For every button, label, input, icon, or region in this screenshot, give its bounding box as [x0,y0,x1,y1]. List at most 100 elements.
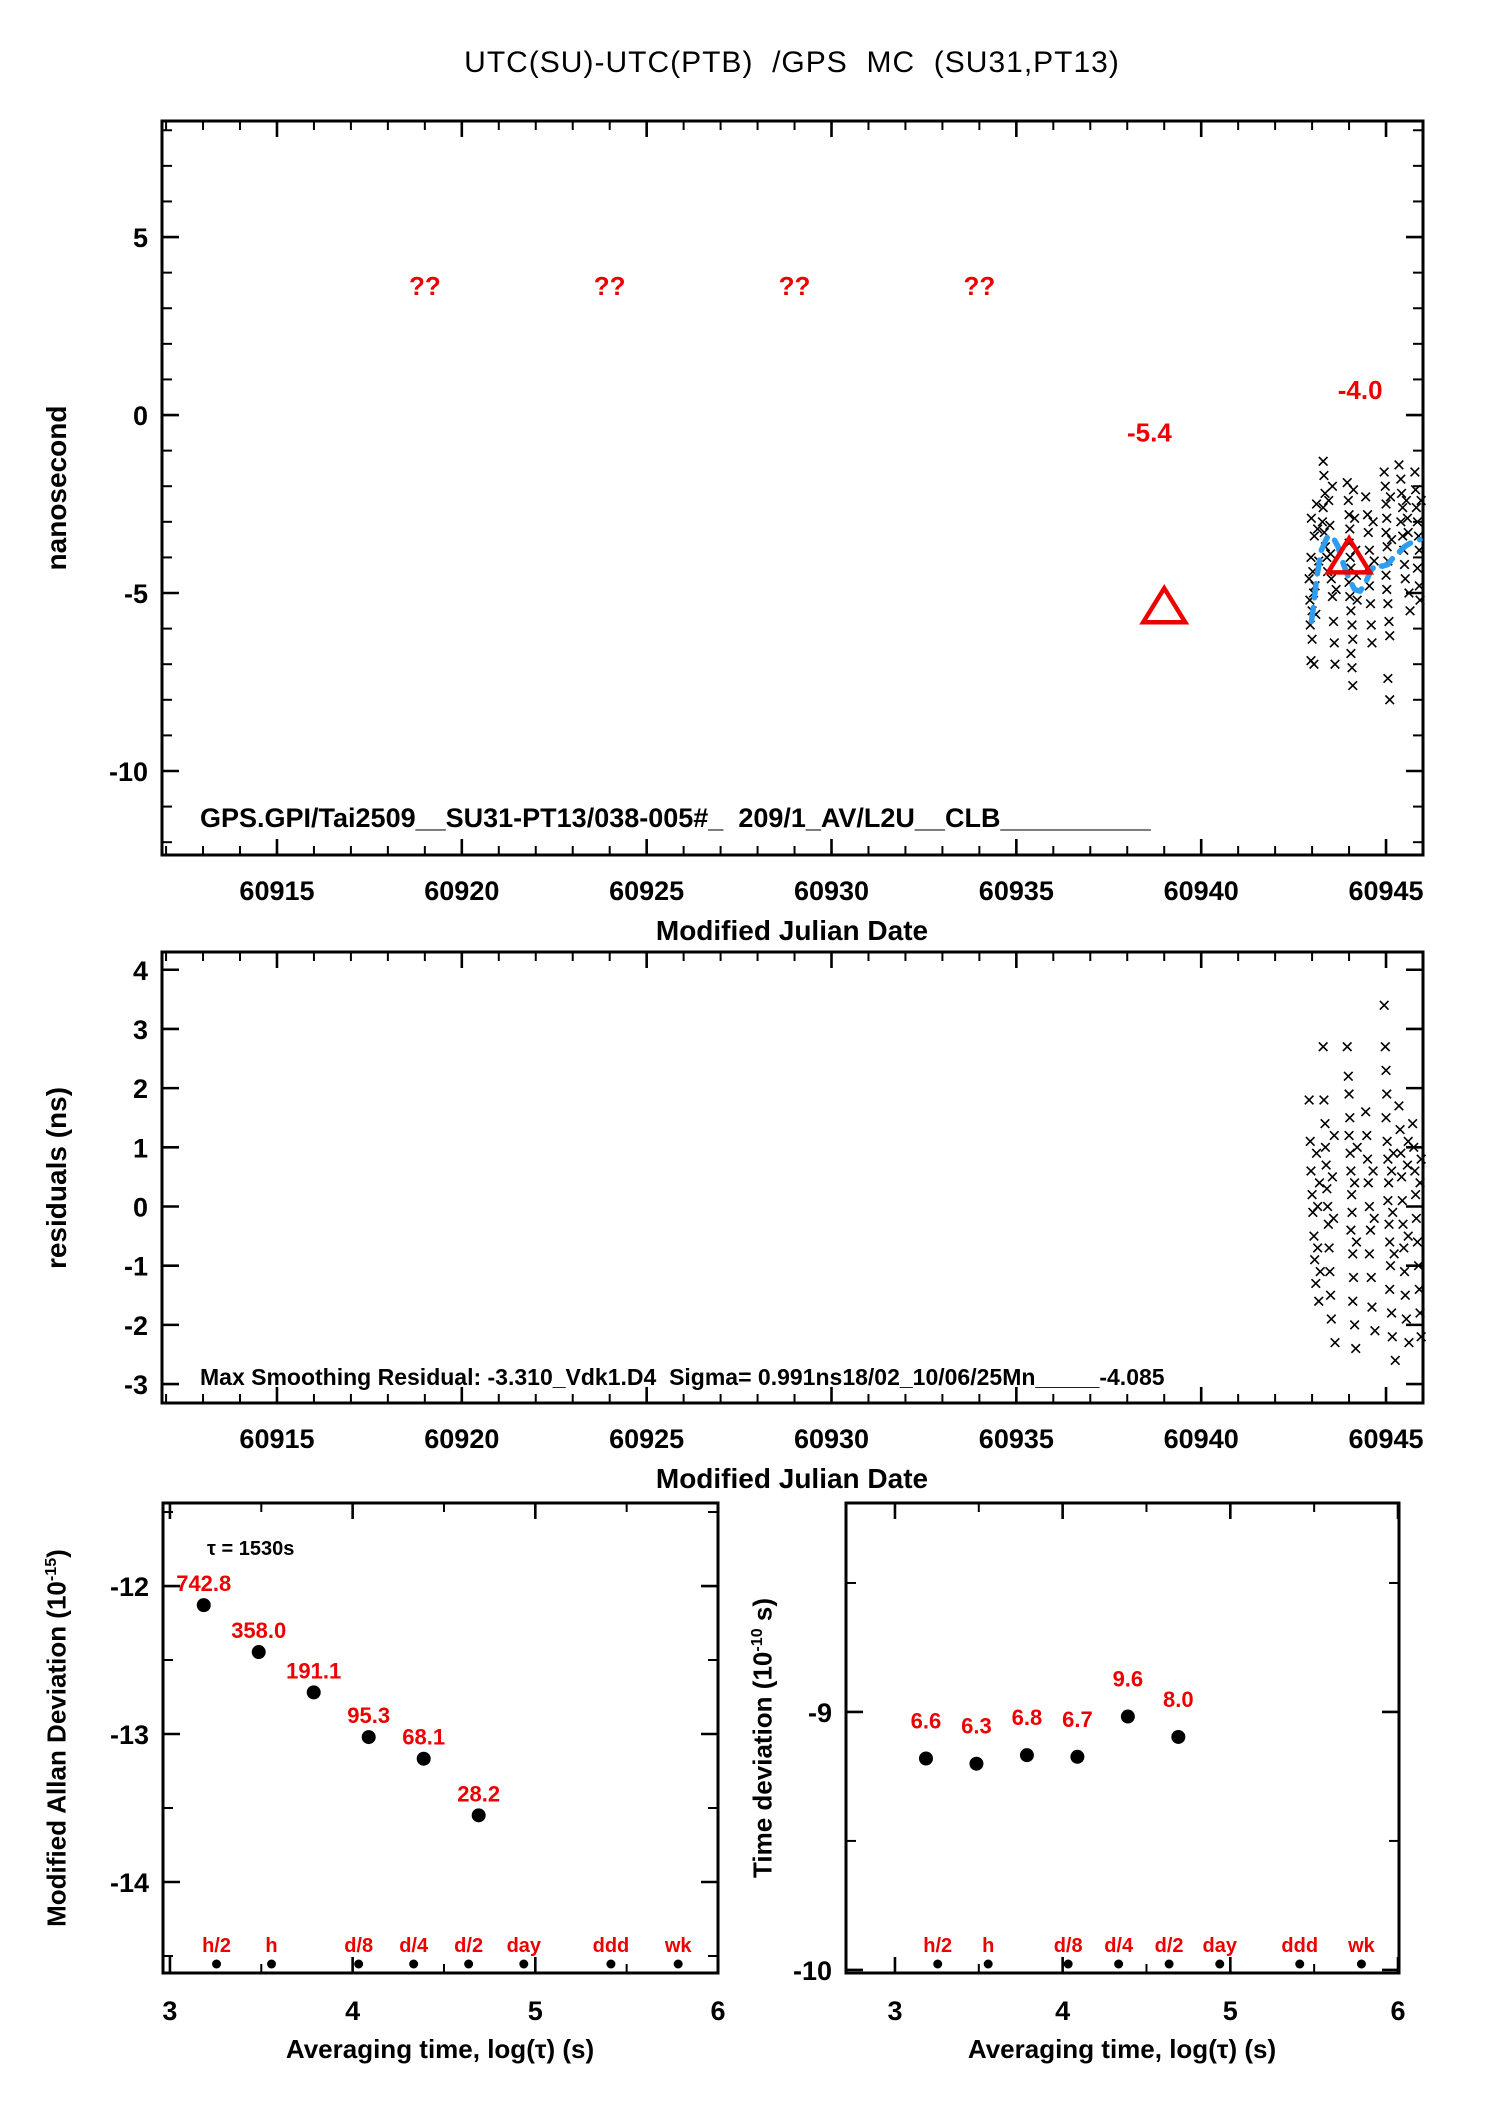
x-marker [1405,605,1415,616]
x-marker [1398,1243,1409,1253]
missing-data-label: ?? [594,271,626,301]
x-marker [1384,1237,1395,1247]
deviation-value-label: 9.6 [1113,1667,1144,1692]
x-marker [1379,1000,1390,1011]
deviation-dot [361,1730,376,1745]
x-marker [1347,1296,1358,1307]
residuals-plot-frame [160,950,1425,1405]
x-marker [1362,1154,1373,1165]
residuals-plot-xlabel: Modified Julian Date [655,1463,929,1494]
x-marker [1346,605,1356,616]
x-marker [1384,616,1394,627]
x-marker [1416,1154,1427,1165]
x-marker [1307,1189,1317,1200]
x-tick-label: 60945 [1348,876,1423,906]
x-marker [1385,492,1396,502]
x-marker [1366,1272,1377,1283]
x-marker [1381,584,1392,595]
x-marker [1344,1130,1354,1141]
x-marker [1309,1231,1319,1241]
x-marker [1317,516,1328,527]
tau-marker-label: d/8 [344,1935,373,1957]
x-marker [1400,573,1411,584]
x-marker [1394,1101,1404,1111]
x-marker [1383,1177,1394,1188]
x-marker [1328,616,1339,627]
x-marker [1348,1272,1359,1283]
x-marker [1366,620,1377,630]
x-marker [1319,470,1329,481]
x-marker [1309,531,1320,541]
tau-marker-dot [933,1959,943,1969]
x-marker [1311,499,1322,509]
x-marker [1320,1142,1331,1153]
x-marker [1402,513,1413,524]
x-marker [1346,648,1356,659]
x-marker [1416,495,1427,506]
x-tick-label: 60930 [794,1424,869,1454]
x-marker [1363,527,1374,538]
x-marker [1309,659,1319,670]
tau-marker-label: d/8 [1054,1935,1083,1957]
x-marker [1386,534,1397,545]
x-marker [1313,1296,1324,1307]
x-marker [1387,1207,1398,1218]
deviation-dot [416,1751,431,1766]
x-tick-label: 60920 [424,876,499,906]
y-tick-label: 0 [133,401,148,431]
x-marker [1349,513,1360,524]
y-tick-label: -2 [124,1311,148,1341]
x-marker [1360,1106,1371,1117]
x-tick-label: 60915 [239,1424,314,1454]
x-marker [1383,1195,1393,1206]
y-tick-label: -1 [124,1252,148,1282]
x-marker [1325,548,1336,559]
tau-marker-label: h/2 [202,1935,231,1957]
phase-plot-dataset-annotation: GPS.GPI/Tai2509__SU31-PT13/038-005#_ 209… [200,803,1151,833]
tau-marker-label: d/2 [454,1935,483,1957]
deviation-value-label: 6.7 [1062,1707,1093,1732]
x-marker [1350,1343,1361,1354]
x-marker [1331,584,1341,595]
x-marker [1416,1331,1427,1342]
x-marker [1381,570,1391,581]
x-marker [1389,1248,1400,1259]
x-marker [1386,1308,1397,1318]
tau-marker-dot [673,1959,683,1969]
x-marker [1403,1231,1414,1241]
x-tick-label: 60940 [1164,1424,1239,1454]
x-marker [1402,1160,1413,1170]
x-marker [1390,1355,1401,1366]
x-marker [1352,1142,1363,1153]
y-tick-label: 1 [133,1133,148,1163]
x-marker [1347,1248,1358,1259]
tdev-plot-frame [844,1501,1401,1975]
missing-data-label: ?? [779,271,811,301]
deviation-dot [969,1756,984,1771]
x-marker [1381,513,1392,524]
x-marker [1399,559,1410,570]
x-marker [1364,581,1375,591]
tau-marker-label: day [1203,1935,1238,1957]
x-marker [1408,1142,1419,1153]
x-marker [1306,1166,1316,1176]
mdev-plot-xlabel: Averaging time, log(τ) (s) [285,2034,595,2064]
x-marker [1381,1065,1391,1076]
x-marker [1346,1189,1357,1200]
deviation-value-label: 68.1 [402,1725,445,1750]
x-marker [1403,527,1414,538]
x-marker [1397,531,1408,541]
phase-plot-scatter [1304,456,1427,705]
deviation-dot [196,1598,211,1613]
x-marker [1322,1201,1333,1212]
x-marker [1306,552,1316,563]
tau-marker-dot [267,1959,277,1969]
x-marker [1347,662,1357,673]
deviation-dot [1070,1749,1085,1764]
x-tick-label: 6 [710,1996,725,2026]
tau-marker-dot [212,1959,222,1969]
x-marker [1383,598,1393,609]
tau-marker-label: d/4 [1104,1935,1134,1957]
x-marker [1364,545,1375,556]
